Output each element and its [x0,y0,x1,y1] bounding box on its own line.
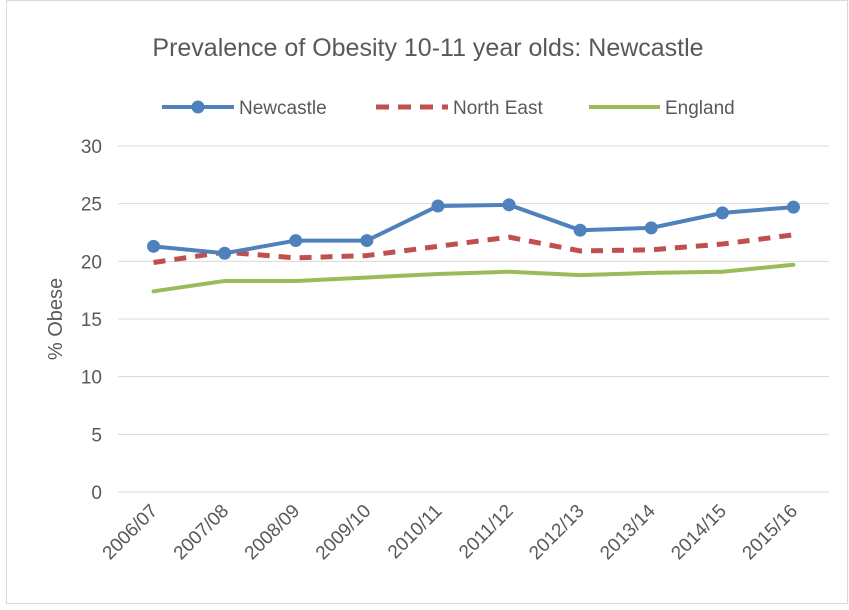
series-line-north-east [153,232,794,265]
legend-marker [191,100,205,114]
y-tick-label: 5 [91,425,102,446]
x-tick-label: 2011/12 [455,501,517,563]
data-point [218,246,232,260]
y-tick-label: 25 [81,195,102,216]
x-tick-label: 2008/09 [241,501,304,564]
data-point [715,206,729,220]
legend-item-north-east: North East [376,98,543,119]
x-tick-label: 2010/11 [384,501,446,563]
data-point [431,199,445,213]
y-tick-label: 10 [81,368,102,389]
y-axis-label: % Obese [45,278,67,360]
series-layer [147,198,800,294]
x-tick-label: 2013/14 [596,500,660,564]
y-tick-label: 15 [81,310,102,331]
data-point [360,234,374,248]
x-tick-label: 2006/07 [99,501,162,564]
x-tick-label: 2012/13 [525,501,588,564]
data-point [786,200,800,214]
data-point [289,234,303,248]
y-tick-label: 30 [81,137,102,158]
y-tick-label: 20 [81,252,102,273]
series-line-england [151,262,796,294]
data-point [573,223,587,237]
y-tick-label: 0 [91,483,102,504]
data-point [644,221,658,235]
chart-frame: Prevalence of Obesity 10-11 year olds: N… [6,0,848,604]
x-axis-ticks: 2006/07 2007/08 2008/09 2009/10 2010/11 2011/… [99,500,802,564]
chart-title: Prevalence of Obesity 10-11 year olds: N… [152,34,703,62]
x-tick-label: 2007/08 [170,501,233,564]
x-tick-label: 2015/16 [739,501,802,564]
y-axis-ticks: 0 5 10 15 20 25 30 [81,137,102,504]
x-tick-label: 2014/15 [667,501,730,564]
data-point [502,198,516,212]
legend-label: Newcastle [239,98,327,119]
legend-label: England [665,98,735,119]
line-chart: Prevalence of Obesity 10-11 year olds: N… [45,34,829,564]
data-point [147,239,161,253]
x-tick-label: 2009/10 [312,501,375,564]
gridlines [118,145,829,493]
legend-item-newcastle: Newcastle [162,98,327,119]
legend-label: North East [453,98,543,119]
legend: Newcastle North East England [162,98,735,119]
legend-item-england: England [589,98,735,119]
series-line-newcastle [151,202,796,256]
